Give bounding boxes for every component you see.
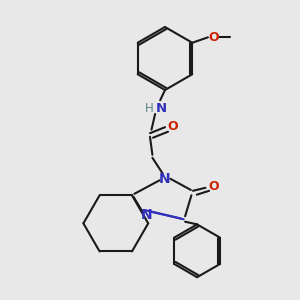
Text: -: - <box>220 31 225 44</box>
Text: N: N <box>159 172 171 186</box>
Text: O: O <box>208 180 219 193</box>
Text: N: N <box>141 208 152 222</box>
Text: H: H <box>145 102 154 115</box>
Text: O: O <box>208 31 219 44</box>
Text: O: O <box>167 120 178 133</box>
Text: N: N <box>156 102 167 115</box>
